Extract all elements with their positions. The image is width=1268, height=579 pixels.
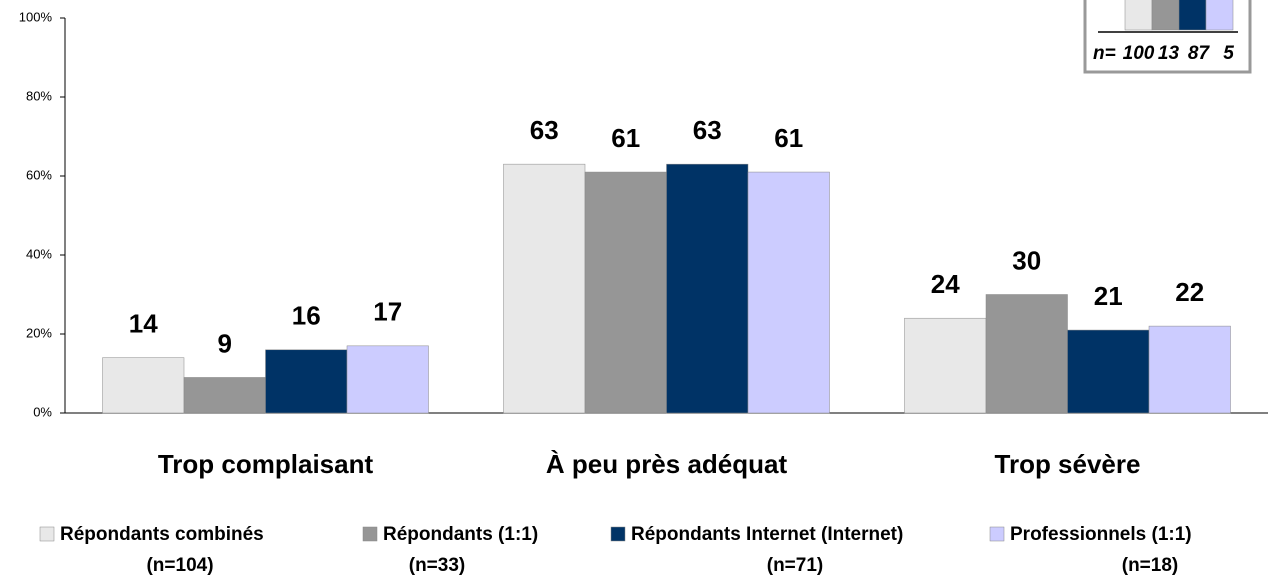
inset-value: 13 [1158, 43, 1180, 64]
data-label: 16 [292, 301, 321, 331]
data-label: 22 [1175, 277, 1204, 307]
legend-swatch [610, 526, 626, 542]
legend-label: Répondants Internet (Internet) [631, 524, 903, 545]
inset-swatch [1205, 0, 1234, 31]
data-label: 63 [530, 115, 559, 145]
legend-swatch [362, 526, 378, 542]
bar [102, 357, 185, 414]
inset-swatch [1151, 0, 1180, 31]
bar [747, 171, 830, 414]
inset-swatch [1124, 0, 1153, 31]
inset-label: n= [1093, 43, 1116, 64]
bar [1067, 329, 1150, 414]
data-label: 24 [931, 269, 960, 299]
legend-label: Professionnels (1:1) [1010, 524, 1192, 545]
y-tick-label: 100% [19, 9, 53, 24]
bar [265, 349, 348, 414]
data-label: 21 [1094, 281, 1123, 311]
legend-label: Répondants (1:1) [383, 524, 538, 545]
x-tick-label: À peu près adéquat [546, 449, 788, 479]
bar [985, 294, 1068, 414]
bar [1148, 325, 1231, 414]
legend-swatch [39, 526, 55, 542]
inset-value: 5 [1223, 43, 1234, 64]
x-tick-label: Trop sévère [995, 449, 1141, 479]
y-tick-label: 60% [26, 167, 52, 182]
legend-n: (n=33) [409, 555, 466, 576]
legend-n: (n=104) [146, 555, 213, 576]
legend-swatch [989, 526, 1005, 542]
data-label: 63 [693, 115, 722, 145]
data-label: 61 [774, 123, 803, 153]
y-tick-label: 40% [26, 246, 52, 261]
y-tick-label: 20% [26, 325, 52, 340]
inset-swatch [1178, 0, 1207, 31]
x-tick-label: Trop complaisant [158, 449, 374, 479]
legend-label: Répondants combinés [60, 524, 264, 545]
inset-value: 100 [1123, 43, 1155, 64]
bar [666, 163, 749, 414]
data-label: 17 [373, 297, 402, 327]
data-label: 30 [1012, 245, 1041, 275]
bar [503, 163, 586, 414]
data-label: 14 [129, 309, 158, 339]
inset-value: 87 [1188, 43, 1211, 64]
bar [183, 377, 266, 414]
legend-n: (n=18) [1122, 555, 1179, 576]
y-tick-label: 0% [33, 404, 52, 419]
data-label: 61 [611, 123, 640, 153]
bar [584, 171, 667, 414]
bar [904, 317, 987, 414]
legend-n: (n=71) [767, 555, 824, 576]
data-label: 9 [218, 328, 232, 358]
bar [346, 345, 429, 414]
y-tick-label: 80% [26, 88, 52, 103]
